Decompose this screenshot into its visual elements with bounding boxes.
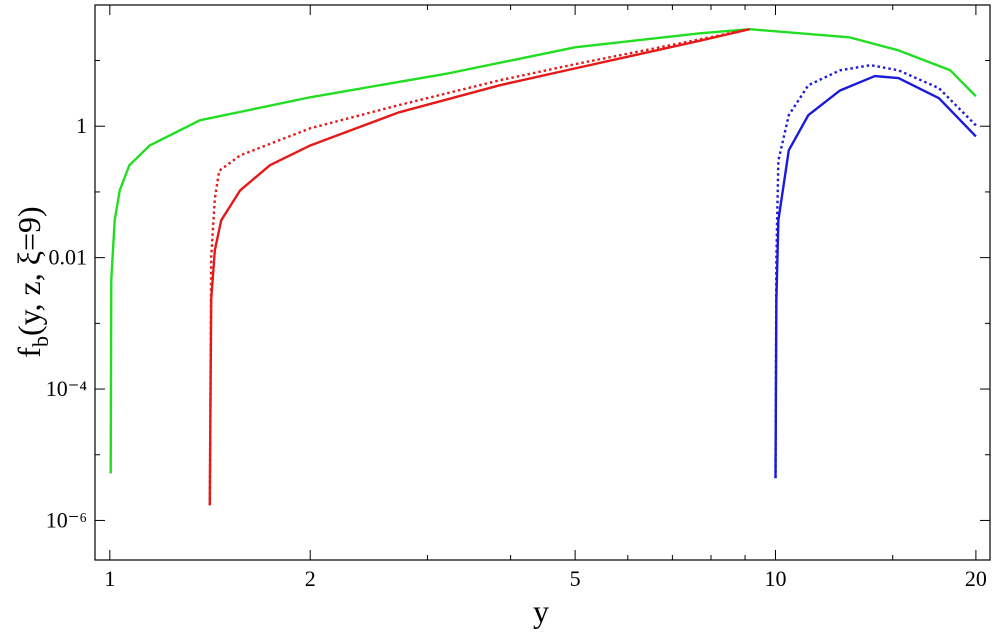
- x-axis-label: y: [533, 593, 549, 629]
- series-line: [109, 27, 977, 474]
- plot-frame: [94, 4, 991, 561]
- y-axis-label: fb(y, z, ξ=9): [11, 206, 53, 357]
- series-line: [208, 28, 750, 506]
- y-tick-label: 0.01: [49, 245, 88, 270]
- y-tick-label: 1: [76, 113, 87, 138]
- series-line: [774, 63, 977, 479]
- series-line: [208, 28, 750, 506]
- y-label-main: f: [11, 347, 47, 358]
- y-tick-label: 10⁻⁶: [46, 507, 87, 532]
- x-tick-label: 2: [305, 566, 316, 591]
- x-tick-label: 10: [765, 566, 787, 591]
- x-tick-label: 20: [965, 566, 987, 591]
- y-label-sub: b: [28, 336, 53, 347]
- lines: [109, 27, 977, 506]
- x-tick-label: 5: [570, 566, 581, 591]
- y-label-rest: (y, z, ξ=9): [11, 206, 47, 336]
- y-tick-label: 10⁻⁴: [46, 376, 88, 401]
- series-line: [774, 74, 977, 479]
- x-tick-label: 1: [104, 566, 115, 591]
